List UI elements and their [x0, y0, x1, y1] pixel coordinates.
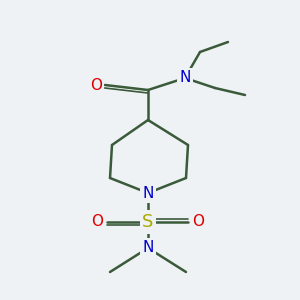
Text: N: N — [142, 241, 154, 256]
Text: O: O — [91, 214, 103, 230]
Text: S: S — [142, 213, 154, 231]
Text: N: N — [179, 70, 191, 86]
Text: N: N — [142, 185, 154, 200]
Text: O: O — [90, 77, 102, 92]
Text: O: O — [192, 214, 204, 230]
